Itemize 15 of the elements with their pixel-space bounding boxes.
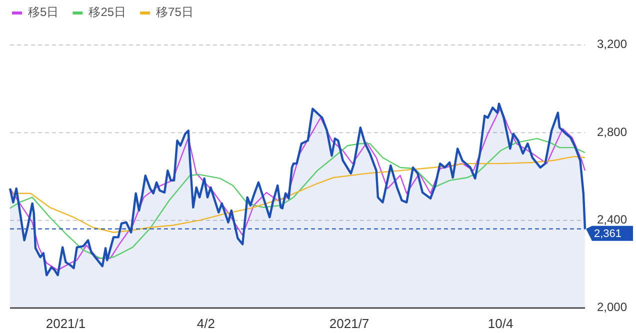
y-tick-label: 2,000 (597, 300, 628, 314)
y-tick-label: 3,200 (597, 37, 628, 52)
x-tick-label: 10/4 (488, 316, 514, 331)
line-series (9, 138, 586, 259)
line-series (9, 107, 586, 271)
y-tick-label: 2,800 (597, 124, 628, 139)
line-series (9, 156, 586, 233)
legend-label: 移25日 (88, 5, 126, 20)
x-tick-label: 4/2 (196, 316, 215, 331)
y-tick-label: 2,400 (597, 212, 628, 227)
x-tick-label: 2021/7 (329, 316, 370, 331)
legend-label: 移75日 (156, 5, 194, 20)
ref-line-label: 2,361 (594, 228, 622, 240)
x-tick-label: 2021/1 (46, 316, 86, 331)
legend-label: 移5日 (28, 5, 59, 20)
